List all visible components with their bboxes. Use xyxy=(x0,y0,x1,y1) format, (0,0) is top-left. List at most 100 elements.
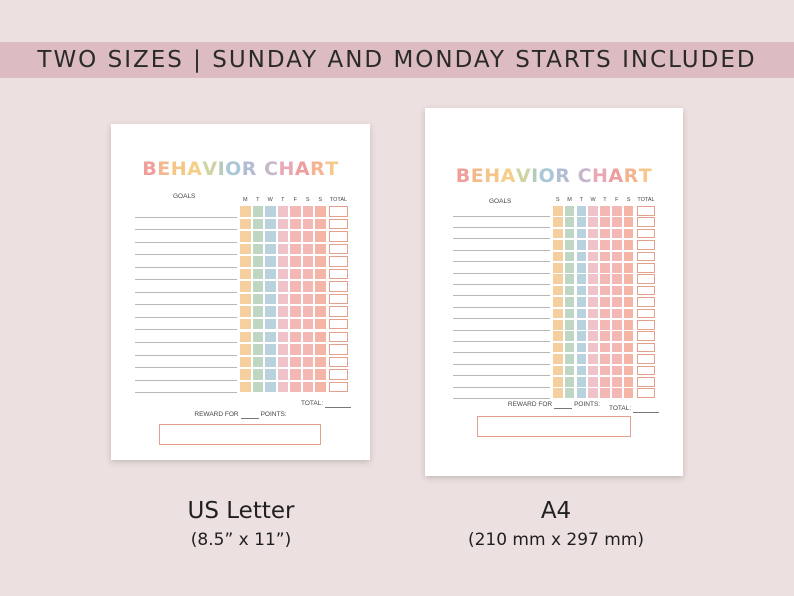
tracker-cell xyxy=(576,388,587,398)
tracker-cell xyxy=(588,274,598,284)
row-total-box xyxy=(329,206,348,217)
day-header: M xyxy=(567,197,572,203)
tracker-cell xyxy=(315,381,326,393)
row-total-box xyxy=(329,218,348,230)
goal-line xyxy=(453,238,550,240)
day-header: S xyxy=(626,197,631,203)
goal-line xyxy=(135,266,237,268)
us-letter-size-name: US Letter xyxy=(187,498,295,524)
day-header: T xyxy=(256,197,260,203)
tracker-cell xyxy=(588,297,598,307)
tracker-cell xyxy=(302,281,313,292)
footer-total-label: TOTAL: xyxy=(609,404,632,412)
tracker-cell xyxy=(600,251,610,262)
tracker-cell xyxy=(588,365,598,376)
reward-pre-label: REWARD FOR xyxy=(194,411,239,418)
tracker-cell xyxy=(290,331,301,342)
chart-title-letter: V xyxy=(202,158,218,180)
top-banner: TWO SIZES | SUNDAY AND MONDAY STARTS INC… xyxy=(0,42,794,78)
tracker-cell xyxy=(588,342,598,353)
chart-title-letter: I xyxy=(217,158,226,180)
goal-line xyxy=(135,379,237,381)
footer-total: TOTAL: xyxy=(609,404,660,413)
day-header: S xyxy=(555,197,560,203)
tracker-cell xyxy=(290,231,301,242)
tracker-cell xyxy=(564,365,575,376)
tracker-cell xyxy=(277,381,288,393)
tracker-cell xyxy=(623,365,634,376)
tracker-cell xyxy=(612,342,622,353)
tracker-cell xyxy=(240,356,251,368)
tracker-cell xyxy=(553,377,563,387)
row-total-box xyxy=(329,369,348,380)
chart-title-letter: O xyxy=(538,165,556,187)
tracker-cell xyxy=(612,206,622,216)
tracker-cell xyxy=(588,240,598,250)
tracker-cell xyxy=(302,369,313,380)
goal-line xyxy=(453,272,550,274)
goal-line xyxy=(135,216,237,218)
tracker-cell xyxy=(564,297,575,307)
tracker-cell xyxy=(612,320,622,330)
goal-line xyxy=(453,215,550,217)
chart-title-letter: A xyxy=(500,165,516,187)
chart-title-letter: C xyxy=(577,165,593,187)
tracker-cell xyxy=(588,251,598,262)
tracker-cell xyxy=(612,285,622,296)
tracker-cell xyxy=(302,293,313,305)
tracker-cell xyxy=(277,318,288,330)
tracker-cell xyxy=(252,268,263,280)
goal-line xyxy=(135,254,237,256)
tracker-cell xyxy=(315,331,326,342)
tracker-cell xyxy=(612,274,622,284)
tracker-cell xyxy=(588,263,598,273)
tracker-cell xyxy=(576,274,587,284)
row-total-box xyxy=(329,356,348,368)
goal-line xyxy=(135,304,237,306)
goal-line xyxy=(453,226,550,228)
tracker-cell xyxy=(315,344,326,355)
tracker-cell xyxy=(564,308,575,319)
tracker-cell xyxy=(265,281,276,292)
tracker-cell xyxy=(240,344,251,355)
tracker-cell xyxy=(600,297,610,307)
tracker-cell xyxy=(252,243,263,255)
day-header: F xyxy=(293,197,297,203)
tracker-cell xyxy=(277,281,288,292)
chart-title-letter: O xyxy=(225,158,242,180)
footer-total-label: TOTAL: xyxy=(301,400,324,408)
tracker-cell xyxy=(265,331,276,342)
tracker-cell xyxy=(576,251,587,262)
goal-line xyxy=(135,367,237,369)
goal-line xyxy=(135,229,237,231)
chart-title-letter: E xyxy=(157,158,171,180)
tracker-cell xyxy=(265,206,276,217)
tracker-cell xyxy=(553,251,563,262)
reward-line: REWARD FOR POINTS: xyxy=(425,401,683,409)
tracker-cell xyxy=(612,228,622,239)
goal-line xyxy=(135,316,237,318)
goals-label: GOALS xyxy=(489,198,512,205)
tracker-cell xyxy=(290,281,301,292)
tracker-cell xyxy=(265,306,276,317)
tracker-cell xyxy=(315,356,326,368)
day-header: T xyxy=(281,197,285,203)
tracker-cell xyxy=(576,240,587,250)
tracker-cell xyxy=(240,318,251,330)
tracker-cell xyxy=(588,217,598,227)
goal-line xyxy=(135,279,237,281)
tracker-cell xyxy=(600,285,610,296)
tracker-cell xyxy=(553,217,563,227)
tracker-cell xyxy=(588,308,598,319)
tracker-cell xyxy=(277,356,288,368)
tracker-cell xyxy=(265,381,276,393)
us-letter-sheet: BEHAVIOR CHART GOALS M T W T F S S TOTAL TOTAL: RE… xyxy=(111,124,370,460)
tracker-cell xyxy=(600,263,610,273)
tracker-cell xyxy=(553,342,563,353)
chart-title-letter: E xyxy=(470,165,485,187)
tracker-cell xyxy=(600,388,610,398)
tracker-cell xyxy=(600,206,610,216)
row-total-box xyxy=(637,388,655,398)
tracker-cell xyxy=(290,381,301,393)
goal-line xyxy=(135,329,237,331)
